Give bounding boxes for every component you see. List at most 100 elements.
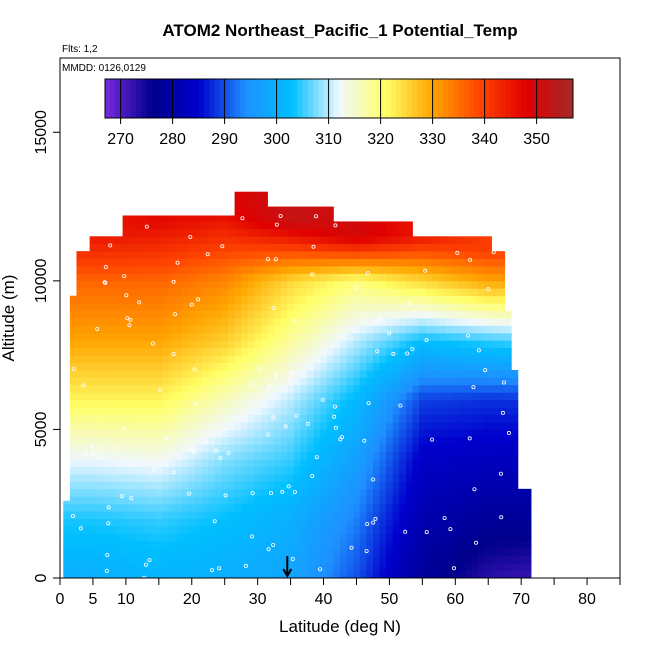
- heatmap-cell: [201, 258, 209, 267]
- heatmap-cell: [471, 355, 479, 363]
- colorbar-tick-label: 270: [107, 131, 134, 148]
- heatmap-cell: [524, 511, 532, 519]
- heatmap-cell: [188, 436, 196, 445]
- heatmap-cell: [465, 533, 473, 542]
- heatmap-cell: [307, 266, 315, 274]
- flight-point: [292, 319, 297, 324]
- heatmap-cell: [307, 474, 315, 482]
- heatmap-cell: [412, 481, 420, 490]
- heatmap-cell: [96, 355, 104, 363]
- heatmap-cell: [425, 377, 433, 386]
- heatmap-cell: [129, 295, 137, 304]
- flight-point: [249, 534, 254, 539]
- heatmap-cell: [293, 318, 301, 326]
- heatmap-cell: [445, 540, 453, 549]
- heatmap-cell: [175, 422, 183, 430]
- heatmap-cell: [524, 526, 532, 534]
- heatmap-cell: [438, 459, 446, 467]
- heatmap-cell: [234, 266, 242, 274]
- heatmap-cell: [168, 370, 176, 378]
- heatmap-cell: [333, 422, 341, 430]
- heatmap-cell: [254, 570, 262, 579]
- heatmap-cell: [293, 526, 301, 534]
- heatmap-cell: [405, 518, 413, 527]
- flight-point: [271, 305, 276, 310]
- heatmap-cell: [458, 243, 466, 252]
- heatmap-cell: [458, 429, 466, 438]
- heatmap-cell: [419, 533, 427, 542]
- heatmap-cell: [260, 548, 268, 557]
- heatmap-cell: [320, 399, 328, 408]
- heatmap-cell: [267, 570, 275, 579]
- flight-point: [105, 553, 110, 558]
- heatmap-cell: [109, 511, 117, 519]
- heatmap-cell: [208, 370, 216, 378]
- heatmap-cell: [372, 540, 380, 549]
- heatmap-cell: [221, 436, 229, 445]
- heatmap-cell: [491, 481, 499, 490]
- heatmap-cell: [320, 280, 328, 289]
- heatmap-cell: [359, 563, 367, 571]
- heatmap-cell: [168, 563, 176, 571]
- heatmap-cell: [392, 466, 400, 475]
- heatmap-cell: [96, 481, 104, 490]
- heatmap-cell: [366, 533, 374, 542]
- heatmap-cell: [96, 444, 104, 453]
- heatmap-cell: [346, 332, 354, 341]
- heatmap-cell: [247, 563, 255, 571]
- heatmap-cell: [452, 340, 459, 349]
- heatmap-cell: [326, 280, 334, 289]
- heatmap-cell: [379, 488, 387, 497]
- heatmap-cell: [484, 251, 492, 259]
- heatmap-cell: [326, 481, 334, 490]
- heatmap-cell: [405, 563, 413, 571]
- flight-point: [240, 216, 245, 221]
- heatmap-cell: [438, 563, 446, 571]
- heatmap-cell: [280, 310, 288, 319]
- heatmap-cell: [195, 503, 203, 512]
- heatmap-cell: [287, 444, 295, 453]
- heatmap-cell: [96, 340, 104, 349]
- heatmap-cell: [484, 266, 492, 274]
- heatmap-cell: [372, 221, 380, 230]
- heatmap-cell: [122, 215, 130, 222]
- heatmap-cell: [392, 228, 400, 237]
- heatmap-cell: [300, 332, 308, 341]
- heatmap-cell: [300, 362, 308, 371]
- heatmap-cell: [122, 496, 130, 505]
- flight-point: [362, 438, 367, 443]
- heatmap-cell: [89, 384, 97, 393]
- heatmap-cell: [96, 407, 104, 415]
- heatmap-cell: [438, 570, 446, 579]
- heatmap-cell: [234, 362, 242, 371]
- heatmap-cell: [274, 243, 282, 252]
- heatmap-cell: [208, 258, 216, 267]
- heatmap-cell: [254, 214, 262, 222]
- heatmap-cell: [386, 570, 394, 579]
- heatmap-cell: [241, 280, 249, 289]
- heatmap-cell: [425, 526, 433, 534]
- heatmap-cell: [392, 496, 400, 505]
- heatmap-cell: [399, 533, 407, 542]
- heatmap-cell: [148, 548, 156, 557]
- heatmap-cell: [228, 273, 235, 282]
- heatmap-cell: [195, 288, 203, 297]
- heatmap-cell: [260, 444, 268, 453]
- heatmap-cell: [214, 362, 222, 371]
- heatmap-cell: [425, 496, 433, 505]
- heatmap-cell: [109, 563, 117, 571]
- heatmap-cell: [214, 526, 222, 534]
- heatmap-cell: [452, 251, 459, 259]
- heatmap-cell: [109, 555, 117, 564]
- heatmap-cell: [445, 533, 453, 542]
- heatmap-cell: [452, 377, 459, 386]
- heatmap-cell: [326, 318, 334, 326]
- heatmap-cell: [471, 488, 479, 497]
- heatmap-cell: [359, 310, 367, 319]
- heatmap-cell: [320, 488, 328, 497]
- heatmap-cell: [162, 325, 170, 334]
- heatmap-cell: [432, 414, 440, 423]
- heatmap-cell: [175, 340, 183, 349]
- heatmap-cell: [142, 488, 150, 497]
- heatmap-cell: [83, 258, 91, 267]
